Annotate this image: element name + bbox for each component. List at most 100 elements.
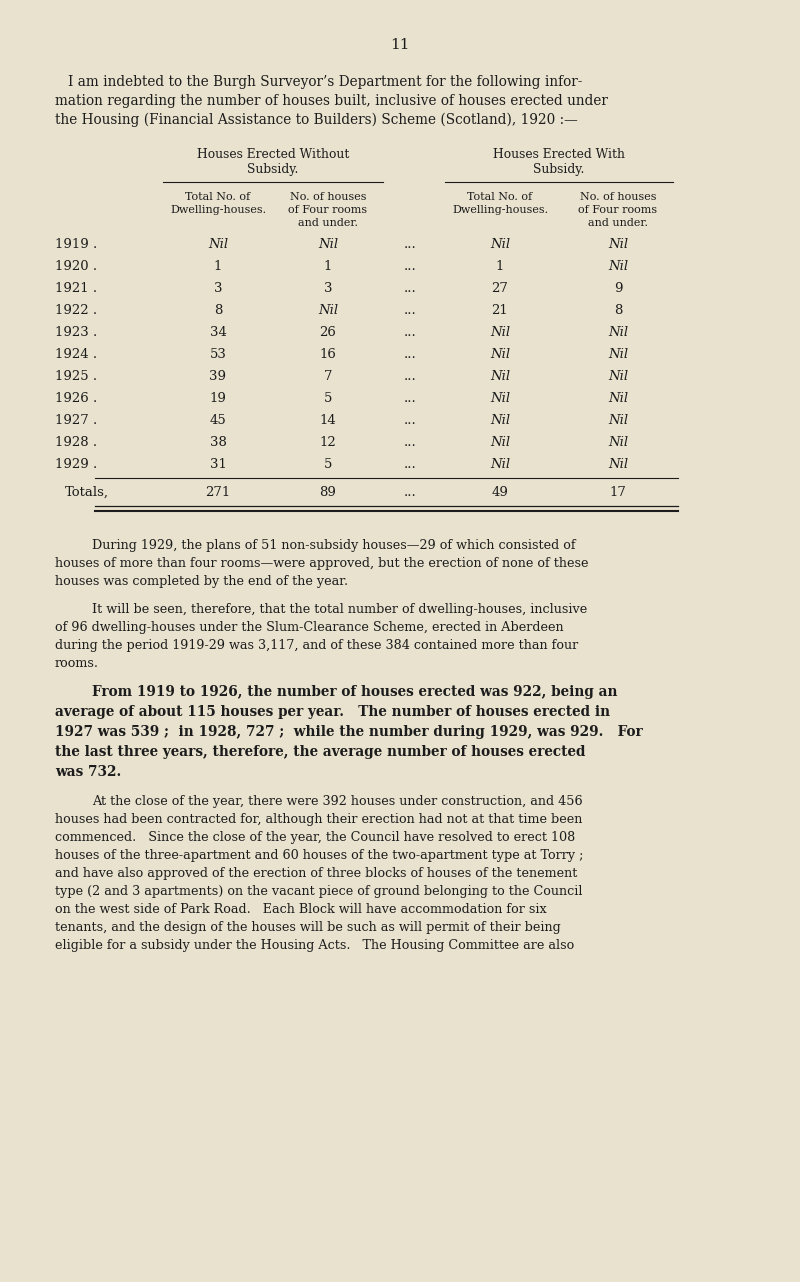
Text: It will be seen, therefore, that the total number of dwelling-houses, inclusive: It will be seen, therefore, that the tot…: [92, 603, 587, 615]
Text: 1920 .: 1920 .: [55, 260, 97, 273]
Text: 31: 31: [210, 458, 226, 470]
Text: Nil: Nil: [608, 392, 628, 405]
Text: Nil: Nil: [608, 458, 628, 470]
Text: Dwelling-houses.: Dwelling-houses.: [170, 205, 266, 215]
Text: Total No. of: Total No. of: [186, 192, 250, 203]
Text: 1: 1: [496, 260, 504, 273]
Text: 1: 1: [214, 260, 222, 273]
Text: of Four rooms: of Four rooms: [289, 205, 367, 215]
Text: ...: ...: [404, 326, 416, 338]
Text: 5: 5: [324, 392, 332, 405]
Text: average of about 115 houses per year.   The number of houses erected in: average of about 115 houses per year. Th…: [55, 705, 610, 719]
Text: 49: 49: [491, 486, 509, 499]
Text: Nil: Nil: [490, 347, 510, 362]
Text: commenced.   Since the close of the year, the Council have resolved to erect 108: commenced. Since the close of the year, …: [55, 831, 575, 844]
Text: ...: ...: [404, 486, 416, 499]
Text: houses of more than four rooms—were approved, but the erection of none of these: houses of more than four rooms—were appr…: [55, 556, 589, 570]
Text: of Four rooms: of Four rooms: [578, 205, 658, 215]
Text: ...: ...: [404, 347, 416, 362]
Text: Nil: Nil: [608, 238, 628, 251]
Text: ...: ...: [404, 260, 416, 273]
Text: Nil: Nil: [490, 370, 510, 383]
Text: Nil: Nil: [608, 414, 628, 427]
Text: rooms.: rooms.: [55, 656, 99, 670]
Text: 1928 .: 1928 .: [55, 436, 97, 449]
Text: ...: ...: [404, 392, 416, 405]
Text: and under.: and under.: [588, 218, 648, 228]
Text: houses of the three-apartment and 60 houses of the two-apartment type at Torry ;: houses of the three-apartment and 60 hou…: [55, 849, 583, 862]
Text: Nil: Nil: [490, 326, 510, 338]
Text: Dwelling-houses.: Dwelling-houses.: [452, 205, 548, 215]
Text: Nil: Nil: [318, 304, 338, 317]
Text: the last three years, therefore, the average number of houses erected: the last three years, therefore, the ave…: [55, 745, 586, 759]
Text: Nil: Nil: [490, 238, 510, 251]
Text: 9: 9: [614, 282, 622, 295]
Text: Totals,: Totals,: [65, 486, 109, 499]
Text: 39: 39: [210, 370, 226, 383]
Text: I am indebted to the Burgh Surveyor’s Department for the following infor-: I am indebted to the Burgh Surveyor’s De…: [68, 76, 582, 88]
Text: Nil: Nil: [490, 436, 510, 449]
Text: 7: 7: [324, 370, 332, 383]
Text: 271: 271: [206, 486, 230, 499]
Text: Nil: Nil: [490, 392, 510, 405]
Text: At the close of the year, there were 392 houses under construction, and 456: At the close of the year, there were 392…: [92, 795, 582, 808]
Text: on the west side of Park Road.   Each Block will have accommodation for six: on the west side of Park Road. Each Bloc…: [55, 903, 546, 917]
Text: 45: 45: [210, 414, 226, 427]
Text: 1921 .: 1921 .: [55, 282, 97, 295]
Text: ...: ...: [404, 458, 416, 470]
Text: Nil: Nil: [608, 347, 628, 362]
Text: 16: 16: [319, 347, 337, 362]
Text: 53: 53: [210, 347, 226, 362]
Text: 1922 .: 1922 .: [55, 304, 97, 317]
Text: Nil: Nil: [318, 238, 338, 251]
Text: From 1919 to 1926, the number of houses erected was 922, being an: From 1919 to 1926, the number of houses …: [92, 685, 618, 699]
Text: Houses Erected With: Houses Erected With: [493, 147, 625, 162]
Text: ...: ...: [404, 282, 416, 295]
Text: 1927 .: 1927 .: [55, 414, 98, 427]
Text: 14: 14: [320, 414, 336, 427]
Text: During 1929, the plans of 51 non-subsidy houses—29 of which consisted of: During 1929, the plans of 51 non-subsidy…: [92, 538, 576, 553]
Text: 1929 .: 1929 .: [55, 458, 98, 470]
Text: 1927 was 539 ;  in 1928, 727 ;  while the number during 1929, was 929.   For: 1927 was 539 ; in 1928, 727 ; while the …: [55, 726, 642, 738]
Text: 26: 26: [319, 326, 337, 338]
Text: Nil: Nil: [490, 414, 510, 427]
Text: ...: ...: [404, 304, 416, 317]
Text: 5: 5: [324, 458, 332, 470]
Text: ...: ...: [404, 414, 416, 427]
Text: during the period 1919-29 was 3,117, and of these 384 contained more than four: during the period 1919-29 was 3,117, and…: [55, 638, 578, 653]
Text: eligible for a subsidy under the Housing Acts.   The Housing Committee are also: eligible for a subsidy under the Housing…: [55, 938, 574, 953]
Text: 8: 8: [214, 304, 222, 317]
Text: Nil: Nil: [208, 238, 228, 251]
Text: Houses Erected Without: Houses Erected Without: [197, 147, 349, 162]
Text: 21: 21: [492, 304, 508, 317]
Text: 89: 89: [319, 486, 337, 499]
Text: 34: 34: [210, 326, 226, 338]
Text: tenants, and the design of the houses will be such as will permit of their being: tenants, and the design of the houses wi…: [55, 920, 561, 935]
Text: 1919 .: 1919 .: [55, 238, 98, 251]
Text: Total No. of: Total No. of: [467, 192, 533, 203]
Text: Nil: Nil: [608, 436, 628, 449]
Text: houses was completed by the end of the year.: houses was completed by the end of the y…: [55, 576, 348, 588]
Text: type (2 and 3 apartments) on the vacant piece of ground belonging to the Council: type (2 and 3 apartments) on the vacant …: [55, 885, 582, 897]
Text: 27: 27: [491, 282, 509, 295]
Text: Nil: Nil: [490, 458, 510, 470]
Text: No. of houses: No. of houses: [290, 192, 366, 203]
Text: ...: ...: [404, 238, 416, 251]
Text: Nil: Nil: [608, 370, 628, 383]
Text: was 732.: was 732.: [55, 765, 122, 779]
Text: 1925 .: 1925 .: [55, 370, 97, 383]
Text: 1926 .: 1926 .: [55, 392, 98, 405]
Text: Subsidy.: Subsidy.: [247, 163, 298, 176]
Text: 8: 8: [614, 304, 622, 317]
Text: 1923 .: 1923 .: [55, 326, 98, 338]
Text: 3: 3: [324, 282, 332, 295]
Text: and under.: and under.: [298, 218, 358, 228]
Text: of 96 dwelling-houses under the Slum-Clearance Scheme, erected in Aberdeen: of 96 dwelling-houses under the Slum-Cle…: [55, 620, 564, 635]
Text: No. of houses: No. of houses: [580, 192, 656, 203]
Text: 12: 12: [320, 436, 336, 449]
Text: 17: 17: [610, 486, 626, 499]
Text: 1: 1: [324, 260, 332, 273]
Text: ...: ...: [404, 370, 416, 383]
Text: houses had been contracted for, although their erection had not at that time bee: houses had been contracted for, although…: [55, 813, 582, 826]
Text: 19: 19: [210, 392, 226, 405]
